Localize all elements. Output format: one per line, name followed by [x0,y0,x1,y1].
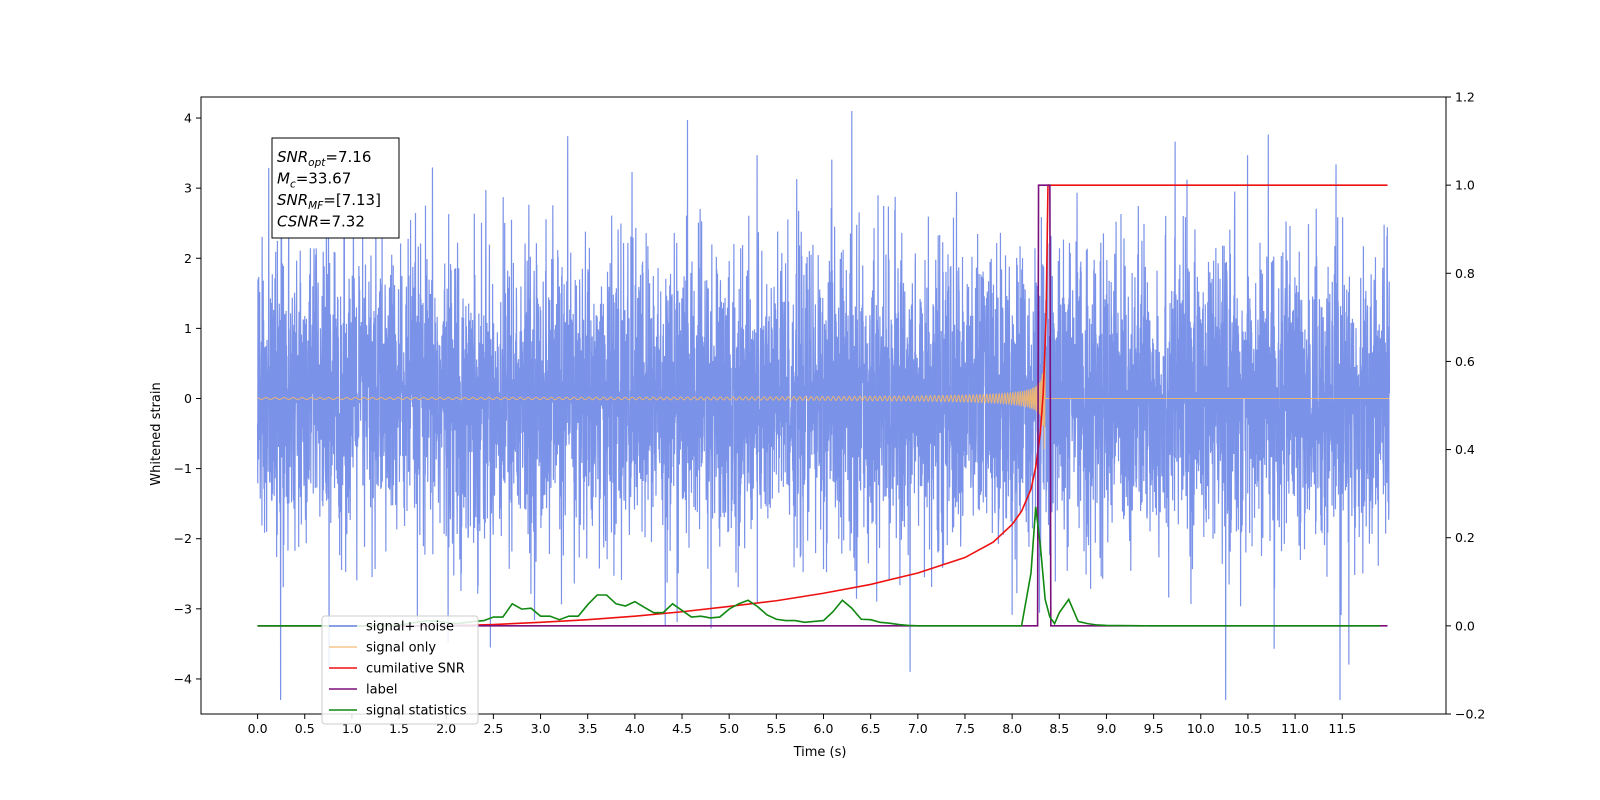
x-tick-label: 10.5 [1234,721,1262,736]
x-tick-label: 1.5 [389,721,409,736]
annotation-line: Mc=33.67 [277,170,351,191]
series-layer [256,111,1391,700]
x-tick-label: 6.0 [814,721,834,736]
x-tick-label: 8.0 [1002,721,1022,736]
x-tick-label: 7.0 [908,721,928,736]
x-tick-label: 11.5 [1328,721,1356,736]
y2-tick-label: 0.0 [1455,618,1475,633]
x-tick-label: 2.0 [436,721,456,736]
x-tick-label: 9.0 [1097,721,1117,736]
y2-tick-label: 1.2 [1455,90,1475,105]
y2-tick-label: 1.0 [1455,178,1475,193]
y-tick-label: 2 [184,251,192,266]
x-tick-label: 5.0 [719,721,739,736]
x-tick-label: 5.5 [766,721,786,736]
y2-tick-label: −0.2 [1455,707,1485,722]
x-axis-label: Time (s) [793,745,847,760]
annotation-line: SNRopt=7.16 [277,148,371,169]
legend-item-signal-statistics: signal statistics [366,704,467,719]
x-tick-label: 10.0 [1187,721,1215,736]
x-tick-label: 3.0 [531,721,551,736]
series-cumulative-snr [257,184,1388,627]
x-tick-label: 2.5 [483,721,503,736]
legend-item-cumulative-snr: cumilative SNR [366,662,465,677]
x-tick-label: 4.0 [625,721,645,736]
y-tick-label: 4 [184,111,192,126]
x-tick-label: 0.0 [248,721,268,736]
series-signal-statistics [257,506,1380,627]
axes-layer: 0.0 0.5 1.0 1.5 2.0 2.5 3.0 3.5 4.0 4.5 5.0 5.5 6.0 6… [174,90,1486,737]
y-tick-label: −1 [174,461,192,476]
y-tick-label: −4 [174,671,192,686]
y2-tick-label: 0.8 [1455,266,1475,281]
y-tick-label: −2 [174,531,192,546]
x-tick-label: 0.5 [295,721,315,736]
x-tick-label: 7.5 [955,721,975,736]
y-tick-label: 0 [184,391,192,406]
series-signal-only [257,349,1390,449]
x-tick-label: 4.5 [672,721,692,736]
x-tick-label: 9.5 [1144,721,1164,736]
x-tick-label: 1.0 [342,721,362,736]
annotation-line: CSNR=7.32 [277,213,365,231]
legend-item-signal-only: signal only [366,641,436,656]
y2-tick-label: 0.4 [1455,442,1475,457]
y-tick-label: 3 [184,181,192,196]
legend-frame [321,615,479,725]
y2-tick-label: 0.2 [1455,530,1475,545]
x-tick-label: 3.5 [578,721,598,736]
y-tick-label: 1 [184,321,192,336]
legend: signal+ noise signal only cumilative SNR la… [321,615,479,725]
annotation-frame [271,137,400,239]
y2-tick-label: 0.6 [1455,354,1475,369]
x-tick-label: 6.5 [861,721,881,736]
x-tick-label: 8.5 [1049,721,1069,736]
annotation-line: SNRMF=[7.13] [277,191,381,212]
legend-item-label: label [366,683,397,698]
legend-item-signal-noise: signal+ noise [366,620,454,635]
y-tick-label: −3 [174,601,192,616]
y-axis-label: Whitened strain [149,382,164,485]
x-tick-label: 11.0 [1281,721,1309,736]
series-signal-noise [256,111,1391,700]
